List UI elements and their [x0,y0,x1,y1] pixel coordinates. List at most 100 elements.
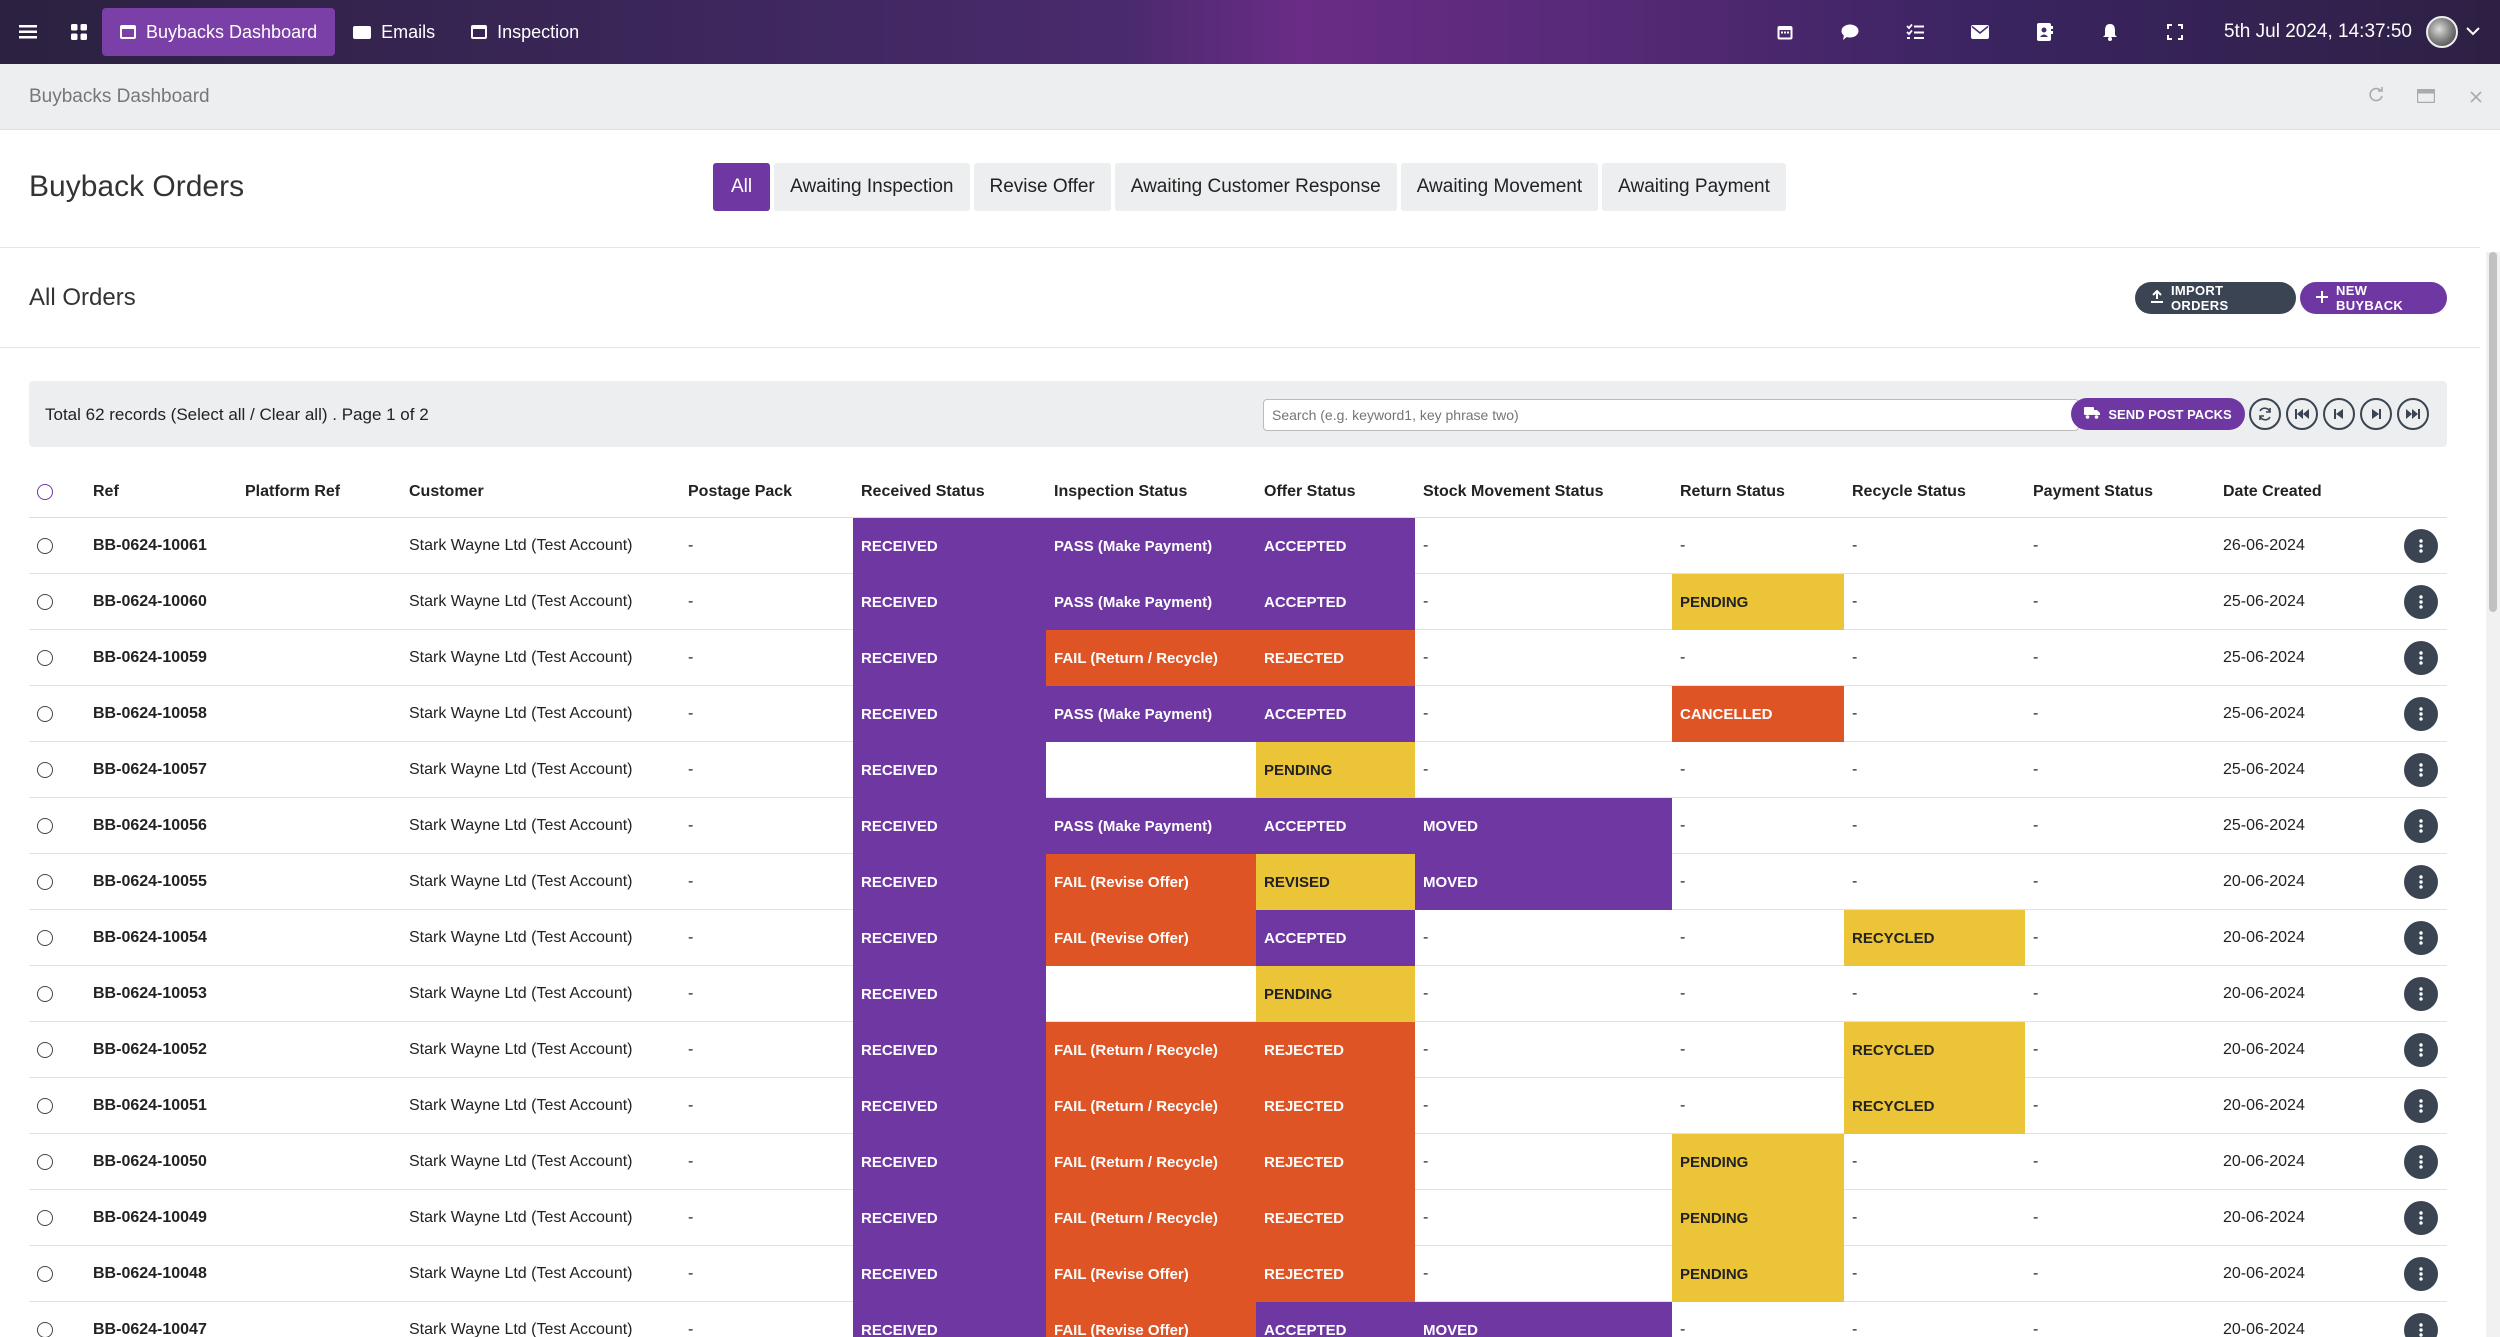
fullscreen-icon[interactable] [2143,0,2208,64]
close-icon[interactable] [2466,87,2486,108]
avatar[interactable] [2426,16,2458,48]
select-all-radio[interactable] [37,484,53,500]
first-page-icon[interactable] [2286,398,2318,430]
row-select-radio[interactable] [37,930,53,946]
row-select-radio[interactable] [37,762,53,778]
cell-ref[interactable]: BB-0624-10051 [93,1097,207,1114]
table-row[interactable]: BB-0624-10049 Stark Wayne Ltd (Test Accou… [29,1190,2447,1246]
row-actions-kebab-icon[interactable] [2404,1201,2438,1235]
table-row[interactable]: BB-0624-10048 Stark Wayne Ltd (Test Accou… [29,1246,2447,1302]
table-row[interactable]: BB-0624-10051 Stark Wayne Ltd (Test Accou… [29,1078,2447,1134]
send-post-packs-button[interactable]: SEND POST PACKS [2071,398,2245,430]
table-row[interactable]: BB-0624-10061 Stark Wayne Ltd (Test Accou… [29,518,2447,574]
row-actions-kebab-icon[interactable] [2404,921,2438,955]
cell-ref[interactable]: BB-0624-10060 [93,593,207,610]
hamburger-menu-icon[interactable] [0,0,56,64]
last-page-icon[interactable] [2397,398,2429,430]
filter-awaiting-inspection[interactable]: Awaiting Inspection [774,163,970,211]
cell-ref[interactable]: BB-0624-10048 [93,1265,207,1282]
column-header-payment-status[interactable]: Payment Status [2033,483,2154,500]
chevron-down-icon[interactable] [2466,23,2480,41]
column-header-offer-status[interactable]: Offer Status [1264,483,1356,500]
table-row[interactable]: BB-0624-10057 Stark Wayne Ltd (Test Accou… [29,742,2447,798]
column-header-customer[interactable]: Customer [409,483,484,500]
column-header-date-created[interactable]: Date Created [2223,483,2322,500]
cell-ref[interactable]: BB-0624-10058 [93,705,207,722]
tab-emails[interactable]: Emails [335,8,453,56]
scrollbar-thumb[interactable] [2489,252,2497,612]
table-row[interactable]: BB-0624-10053 Stark Wayne Ltd (Test Accou… [29,966,2447,1022]
contacts-icon[interactable] [2013,0,2078,64]
row-actions-kebab-icon[interactable] [2404,697,2438,731]
row-actions-kebab-icon[interactable] [2404,1033,2438,1067]
cell-ref[interactable]: BB-0624-10059 [93,649,207,666]
cell-ref[interactable]: BB-0624-10056 [93,817,207,834]
column-header-received-status[interactable]: Received Status [861,483,985,500]
row-actions-kebab-icon[interactable] [2404,529,2438,563]
row-select-radio[interactable] [37,1210,53,1226]
row-select-radio[interactable] [37,1322,53,1337]
row-select-radio[interactable] [37,1042,53,1058]
table-row[interactable]: BB-0624-10055 Stark Wayne Ltd (Test Accou… [29,854,2447,910]
task-list-icon[interactable] [1883,0,1948,64]
row-select-radio[interactable] [37,650,53,666]
row-actions-kebab-icon[interactable] [2404,585,2438,619]
row-select-radio[interactable] [37,818,53,834]
bell-icon[interactable] [2078,0,2143,64]
cell-ref[interactable]: BB-0624-10050 [93,1153,207,1170]
column-header-stock-movement-status[interactable]: Stock Movement Status [1423,483,1604,500]
column-header-return-status[interactable]: Return Status [1680,483,1785,500]
column-header-ref[interactable]: Ref [93,483,119,500]
select-all-link[interactable]: Select all [176,405,246,424]
table-row[interactable]: BB-0624-10059 Stark Wayne Ltd (Test Accou… [29,630,2447,686]
row-actions-kebab-icon[interactable] [2404,1257,2438,1291]
clear-all-link[interactable]: Clear all [259,405,322,424]
row-select-radio[interactable] [37,594,53,610]
new-buyback-button[interactable]: NEW BUYBACK [2300,282,2447,314]
chat-icon[interactable] [1818,0,1883,64]
previous-page-icon[interactable] [2323,398,2355,430]
cell-ref[interactable]: BB-0624-10047 [93,1321,207,1337]
filter-awaiting-customer-response[interactable]: Awaiting Customer Response [1114,163,1397,211]
row-select-radio[interactable] [37,538,53,554]
table-row[interactable]: BB-0624-10060 Stark Wayne Ltd (Test Accou… [29,574,2447,630]
filter-awaiting-movement[interactable]: Awaiting Movement [1400,163,1599,211]
table-row[interactable]: BB-0624-10050 Stark Wayne Ltd (Test Accou… [29,1134,2447,1190]
import-orders-button[interactable]: IMPORT ORDERS [2135,282,2296,314]
cell-ref[interactable]: BB-0624-10057 [93,761,207,778]
cell-ref[interactable]: BB-0624-10055 [93,873,207,890]
table-row[interactable]: BB-0624-10052 Stark Wayne Ltd (Test Accou… [29,1022,2447,1078]
calendar-icon[interactable] [1753,0,1818,64]
column-header-inspection-status[interactable]: Inspection Status [1054,483,1188,500]
mail-icon[interactable] [1948,0,2013,64]
filter-all[interactable]: All [713,163,771,211]
row-select-radio[interactable] [37,1098,53,1114]
vertical-scrollbar[interactable] [2486,252,2500,1337]
row-actions-kebab-icon[interactable] [2404,1145,2438,1179]
row-actions-kebab-icon[interactable] [2404,641,2438,675]
column-header-recycle-status[interactable]: Recycle Status [1852,483,1966,500]
table-row[interactable]: BB-0624-10056 Stark Wayne Ltd (Test Accou… [29,798,2447,854]
table-row[interactable]: BB-0624-10047 Stark Wayne Ltd (Test Accou… [29,1302,2447,1337]
refresh-icon[interactable] [2366,86,2386,108]
filter-awaiting-payment[interactable]: Awaiting Payment [1602,163,1786,211]
table-row[interactable]: BB-0624-10054 Stark Wayne Ltd (Test Accou… [29,910,2447,966]
column-header-postage-pack[interactable]: Postage Pack [688,483,793,500]
minimize-window-icon[interactable] [2416,87,2436,108]
row-actions-kebab-icon[interactable] [2404,977,2438,1011]
row-select-radio[interactable] [37,1154,53,1170]
row-select-radio[interactable] [37,1266,53,1282]
tab-inspection[interactable]: Inspection [453,8,597,56]
apps-grid-icon[interactable] [56,0,102,64]
cell-ref[interactable]: BB-0624-10052 [93,1041,207,1058]
row-actions-kebab-icon[interactable] [2404,1313,2438,1337]
cell-ref[interactable]: BB-0624-10053 [93,985,207,1002]
row-actions-kebab-icon[interactable] [2404,1089,2438,1123]
tab-buybacks-dashboard[interactable]: Buybacks Dashboard [102,8,336,56]
row-actions-kebab-icon[interactable] [2404,753,2438,787]
row-actions-kebab-icon[interactable] [2404,865,2438,899]
row-select-radio[interactable] [37,986,53,1002]
reload-icon[interactable] [2249,398,2281,430]
row-actions-kebab-icon[interactable] [2404,809,2438,843]
search-input[interactable] [1263,399,2079,431]
